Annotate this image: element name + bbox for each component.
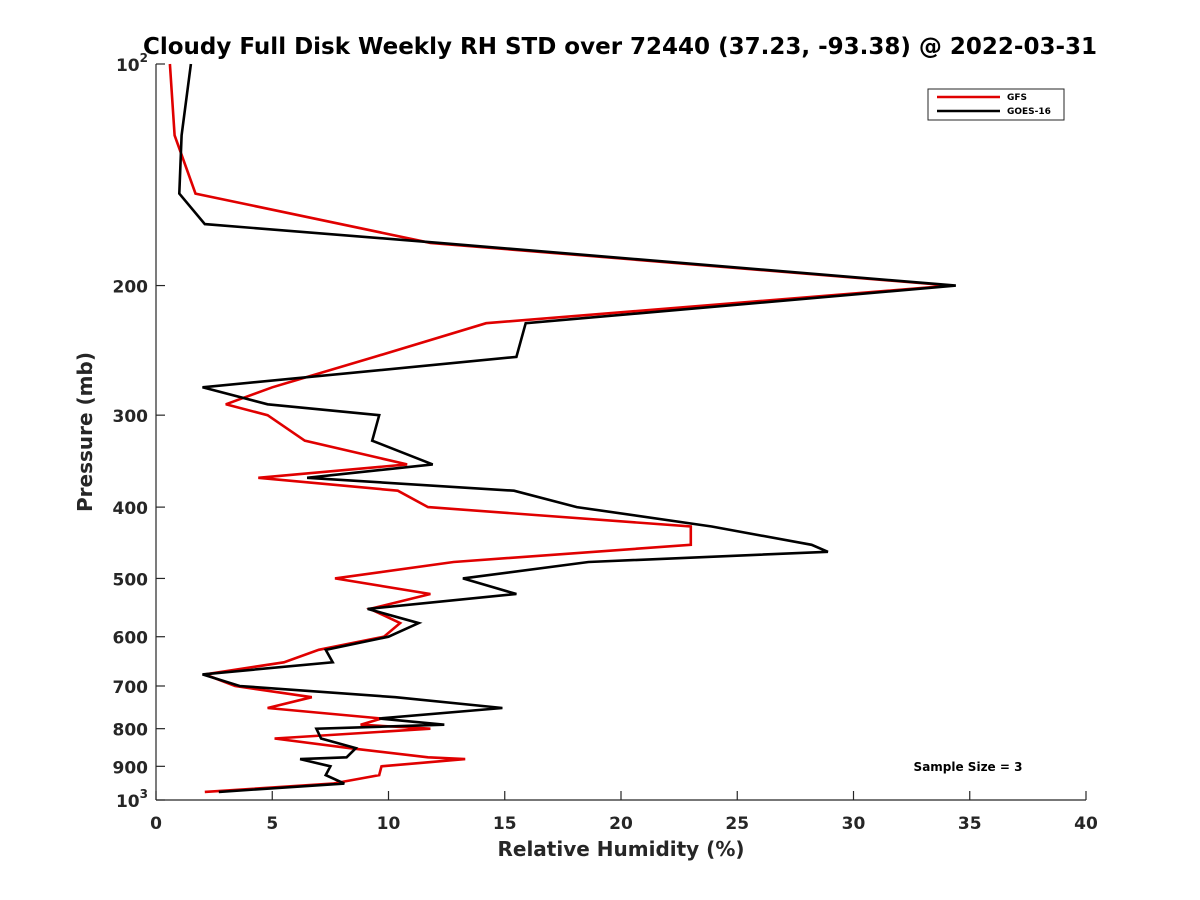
- y-tick-label: 300: [113, 407, 149, 427]
- y-tick-label: 103: [116, 787, 148, 812]
- x-tick-label: 10: [377, 814, 401, 834]
- y-tick-exponent: 2: [140, 51, 148, 65]
- y-tick-label: 400: [113, 499, 149, 519]
- y-tick-label: 800: [113, 721, 149, 741]
- y-tick-label: 500: [113, 570, 149, 590]
- y-tick-label: 700: [113, 678, 149, 698]
- x-tick-label: 5: [266, 814, 278, 834]
- x-tick-label: 0: [150, 814, 162, 834]
- chart-title: Cloudy Full Disk Weekly RH STD over 7244…: [143, 34, 1097, 60]
- sample-size-annotation: Sample Size = 3: [914, 760, 1023, 774]
- x-tick-label: 15: [493, 814, 517, 834]
- y-axis-label: Pressure (mb): [73, 352, 97, 512]
- legend-box: [927, 88, 1065, 121]
- y-tick-label: 102: [116, 51, 148, 76]
- x-tick-label: 25: [725, 814, 749, 834]
- y-tick-base: 10: [116, 56, 140, 76]
- x-ticks: 0 5 10 15 20 25 30 35 40: [150, 791, 1098, 834]
- legend: GFS GOES-16: [927, 88, 1065, 121]
- series-layer: [168, 63, 956, 794]
- legend-label: GFS: [1007, 93, 1027, 103]
- x-tick-label: 40: [1074, 814, 1098, 834]
- series-line-gfs: [168, 63, 952, 794]
- y-tick-label: 900: [113, 758, 149, 778]
- legend-label: GOES-16: [1007, 107, 1051, 117]
- y-tick-base: 10: [116, 792, 140, 812]
- x-tick-label: 30: [842, 814, 866, 834]
- y-tick-exponent: 3: [140, 787, 148, 801]
- y-tick-label: 600: [113, 629, 149, 649]
- x-tick-label: 35: [958, 814, 982, 834]
- plot-area: 0 5 10 15 20 25 30 35 40 10220030040050060070080…: [113, 51, 1098, 834]
- x-axis-label: Relative Humidity (%): [497, 837, 744, 861]
- x-tick-label: 20: [609, 814, 633, 834]
- series-line-goes-16: [177, 63, 956, 794]
- y-tick-label: 200: [113, 278, 149, 298]
